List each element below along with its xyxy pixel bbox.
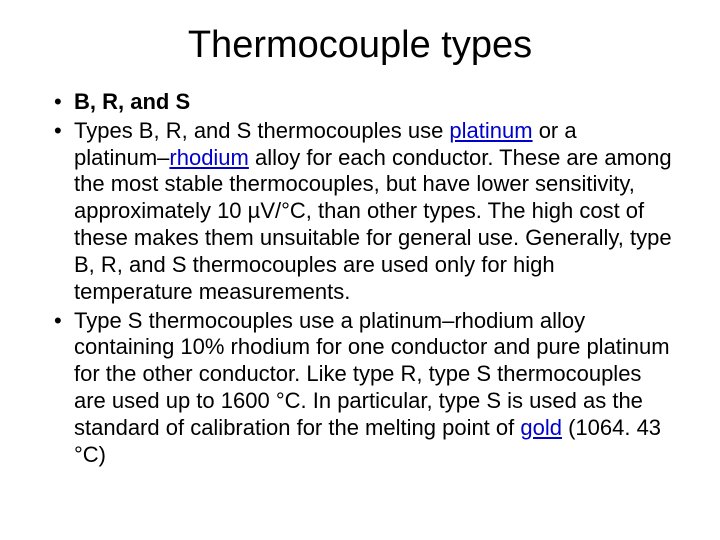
slide-title: Thermocouple types [48, 24, 672, 67]
link-text[interactable]: rhodium [169, 145, 248, 170]
bullet-item: Type S thermocouples use a platinum–rhod… [54, 308, 672, 469]
text-run: Types B, R, and S thermocouples use [74, 118, 449, 143]
slide: Thermocouple types B, R, and S Types B, R… [0, 0, 720, 540]
bullet-list: B, R, and S Types B, R, and S thermocoupl… [54, 89, 672, 469]
bullet-item: Types B, R, and S thermocouples use plat… [54, 118, 672, 306]
link-text[interactable]: platinum [449, 118, 532, 143]
link-text[interactable]: gold [520, 415, 562, 440]
text-run: B, R, and S [74, 89, 190, 114]
bullet-item: B, R, and S [54, 89, 672, 116]
